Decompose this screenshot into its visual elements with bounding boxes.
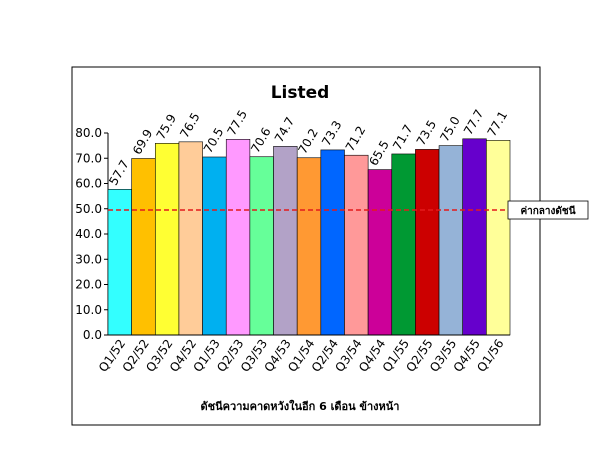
y-tick-label: 0.0 [83,328,102,342]
chart-title: Listed [271,83,330,103]
bar [296,157,322,336]
bar [202,156,227,336]
y-tick-label: 70.0 [75,151,102,165]
x-axis-title: ดัชนีความคาดหวังในอีก 6 เดือน ข้างหน้า [201,399,400,413]
bar [344,154,369,336]
y-tick-label: 80.0 [75,126,102,140]
bar [131,158,156,336]
bar [154,143,180,336]
reference-label-box [507,200,589,220]
bar [391,153,416,336]
reference-label: ค่ากลางดัชนี [520,205,575,217]
y-tick-label: 30.0 [75,252,102,266]
y-tick-label: 20.0 [75,278,102,292]
y-tick-label: 50.0 [75,202,102,216]
bar [438,145,464,336]
y-tick-label: 10.0 [75,303,102,317]
bar [486,140,511,336]
bar [249,156,274,336]
bar [178,141,203,336]
bar [273,146,298,336]
y-tick-label: 40.0 [75,227,102,241]
bar [367,169,393,336]
bar [462,138,487,336]
bar [107,189,132,336]
y-tick-label: 60.0 [75,177,102,191]
bar [225,139,251,336]
bar [320,149,345,336]
bar [415,149,440,336]
